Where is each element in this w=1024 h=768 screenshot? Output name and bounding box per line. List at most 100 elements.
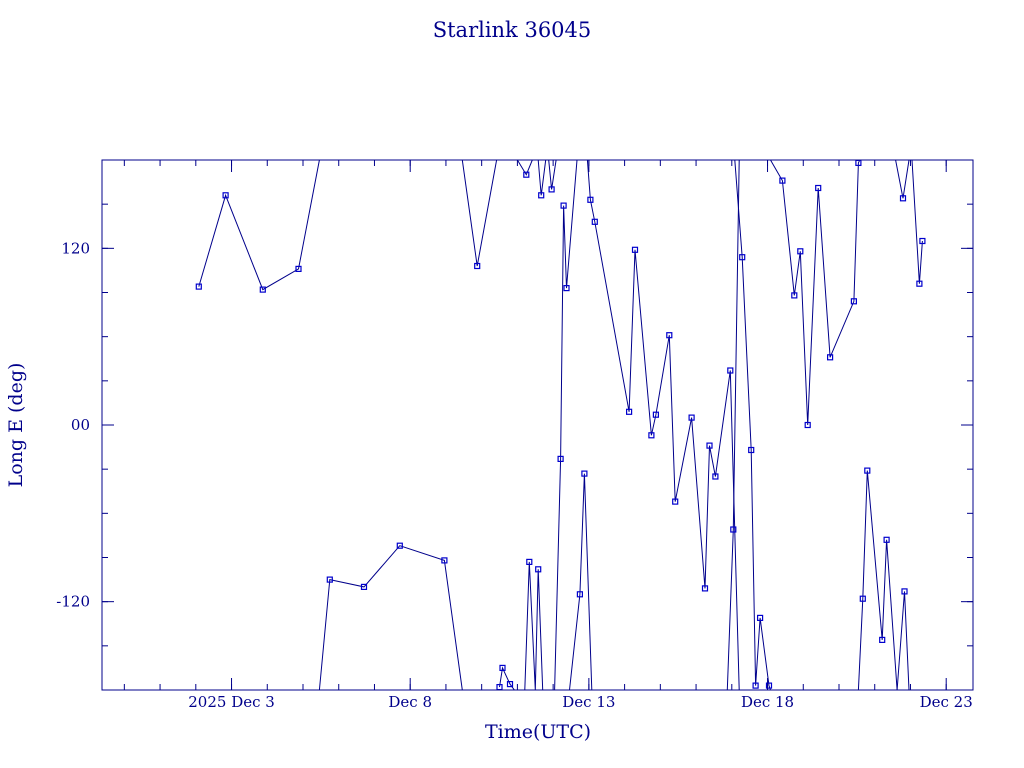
data-point xyxy=(295,265,302,272)
data-point xyxy=(474,262,481,270)
data-point xyxy=(864,467,871,474)
data-point xyxy=(648,432,655,439)
data-point xyxy=(548,186,555,193)
series-segment-14 xyxy=(857,467,898,690)
series-line xyxy=(524,561,544,690)
data-point xyxy=(730,526,737,533)
series-segment-8 xyxy=(554,160,578,690)
data-point xyxy=(859,595,866,602)
series-line xyxy=(318,545,463,690)
data-point xyxy=(804,421,811,429)
data-point xyxy=(538,192,545,199)
data-point xyxy=(195,283,202,290)
data-point xyxy=(752,682,759,689)
data-point xyxy=(631,246,639,253)
series-line xyxy=(554,160,578,690)
series-line xyxy=(770,160,861,426)
data-point xyxy=(712,473,719,480)
series-line xyxy=(537,160,547,196)
data-point xyxy=(587,196,594,203)
x-tick-label: Dec 8 xyxy=(388,693,432,711)
series-segment-1 xyxy=(318,542,463,690)
series-segment-4 xyxy=(516,160,533,178)
data-point xyxy=(591,218,598,225)
series-segment-10 xyxy=(586,160,740,690)
series-line xyxy=(586,160,740,690)
tick-layer: 2025 Dec 3 Dec 8 Dec 13 Dec 18 Dec 23 120 00 -1… xyxy=(56,160,973,711)
data-point xyxy=(779,177,786,184)
series-segment-5 xyxy=(524,558,544,690)
data-point xyxy=(672,498,679,505)
data-point xyxy=(259,286,266,293)
data-point xyxy=(815,184,822,192)
x-tick-label: Dec 18 xyxy=(741,693,794,711)
data-point xyxy=(688,414,695,421)
data-point xyxy=(701,585,709,592)
series-line xyxy=(516,160,533,176)
series-segment-6 xyxy=(537,160,547,199)
series-segment-7 xyxy=(548,160,557,193)
series-segment-3 xyxy=(496,664,515,690)
data-point xyxy=(666,332,673,339)
data-point xyxy=(441,557,448,564)
series-layer xyxy=(195,160,926,690)
series-segment-15 xyxy=(896,588,910,690)
data-point xyxy=(899,195,907,202)
data-point xyxy=(560,202,567,209)
x-tick-label: 2025 Dec 3 xyxy=(188,693,275,711)
data-point xyxy=(901,588,908,595)
data-point xyxy=(883,536,890,543)
series-segment-2 xyxy=(461,160,498,270)
data-point xyxy=(879,636,886,644)
y-tick-label: -120 xyxy=(56,593,90,611)
series-segment-0 xyxy=(195,160,320,293)
series-line xyxy=(461,160,498,267)
y-axis-label: Long E (deg) xyxy=(5,363,27,488)
series-line xyxy=(198,160,320,291)
data-point xyxy=(727,367,734,374)
x-tick-label: Dec 13 xyxy=(562,693,615,711)
series-line xyxy=(857,470,898,690)
series-line xyxy=(569,473,593,690)
series-line xyxy=(895,160,910,199)
y-tick-label: 120 xyxy=(61,239,90,257)
data-point xyxy=(756,614,764,622)
data-point xyxy=(826,354,834,361)
series-segment-13 xyxy=(770,160,862,429)
data-point xyxy=(850,298,858,305)
series-segment-9 xyxy=(569,470,593,690)
series-segment-11 xyxy=(726,160,740,690)
data-point xyxy=(797,248,804,255)
series-segment-16 xyxy=(895,160,910,202)
data-point xyxy=(506,680,514,688)
data-point xyxy=(499,664,506,672)
data-point xyxy=(360,583,368,591)
series-line xyxy=(726,160,740,690)
chart-title: Starlink 36045 xyxy=(433,18,592,42)
series-segment-17 xyxy=(911,160,926,287)
data-point xyxy=(706,442,713,449)
x-axis-label: Time(UTC) xyxy=(485,721,591,743)
series-line xyxy=(896,591,910,690)
data-point xyxy=(576,591,584,598)
data-point xyxy=(222,192,229,199)
data-point xyxy=(557,455,564,462)
data-point xyxy=(523,171,530,178)
x-tick-label: Dec 23 xyxy=(920,693,973,711)
data-point xyxy=(625,408,633,415)
data-point xyxy=(739,254,746,261)
data-point xyxy=(652,411,660,418)
data-point xyxy=(563,285,570,292)
data-point xyxy=(326,576,333,583)
series-line xyxy=(734,160,771,690)
data-point xyxy=(916,280,923,287)
data-point xyxy=(535,566,542,573)
series-segment-12 xyxy=(734,160,773,690)
data-point xyxy=(396,542,403,549)
data-point xyxy=(748,446,755,454)
data-point xyxy=(919,237,926,245)
data-point xyxy=(581,470,588,477)
series-line xyxy=(548,160,557,190)
data-point xyxy=(791,292,798,299)
